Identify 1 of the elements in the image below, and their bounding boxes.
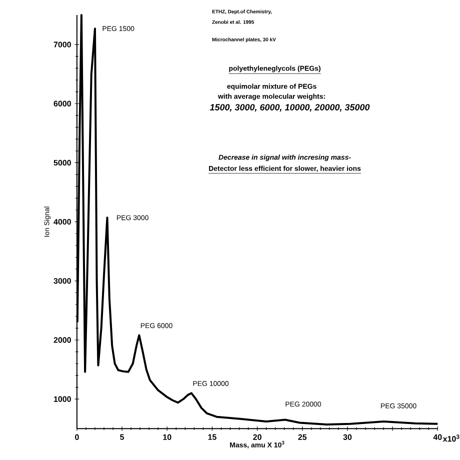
annotation: 1500, 3000, 6000, 10000, 20000, 35000 bbox=[210, 104, 370, 112]
